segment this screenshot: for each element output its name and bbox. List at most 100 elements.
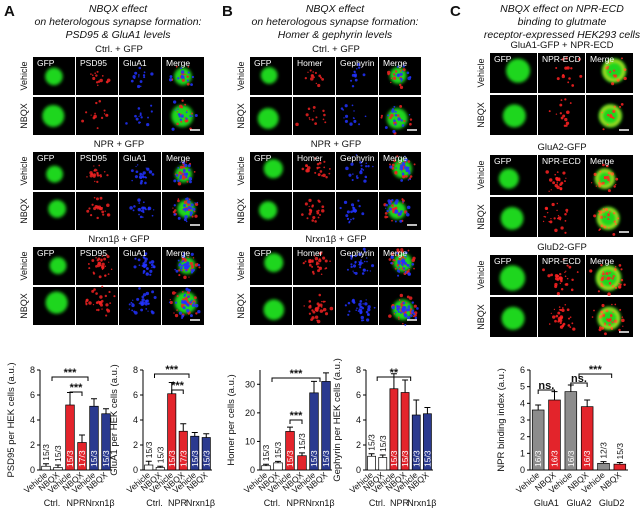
puncta bbox=[402, 301, 406, 305]
puncta bbox=[138, 287, 141, 290]
micrograph bbox=[293, 97, 335, 135]
y-tick-label: 4 bbox=[520, 398, 525, 408]
bar bbox=[273, 462, 283, 471]
y-tick-label: 0 bbox=[520, 465, 525, 475]
puncta bbox=[406, 295, 410, 299]
puncta bbox=[191, 264, 194, 267]
puncta bbox=[310, 210, 313, 212]
puncta bbox=[611, 82, 615, 86]
puncta bbox=[94, 112, 96, 115]
puncta bbox=[312, 71, 314, 73]
puncta bbox=[98, 300, 101, 303]
micrograph bbox=[119, 287, 161, 325]
n-label: 15/3 bbox=[389, 450, 399, 467]
puncta bbox=[359, 300, 363, 303]
row-label: Vehicle bbox=[19, 251, 29, 280]
puncta bbox=[363, 179, 367, 183]
puncta bbox=[180, 269, 183, 272]
puncta bbox=[190, 299, 193, 302]
puncta bbox=[328, 172, 331, 175]
y-tick-label: 1 bbox=[520, 448, 525, 458]
puncta bbox=[601, 326, 605, 330]
puncta bbox=[104, 210, 106, 212]
puncta bbox=[411, 301, 415, 304]
puncta bbox=[601, 313, 606, 317]
puncta bbox=[100, 176, 102, 178]
puncta bbox=[108, 290, 111, 294]
puncta bbox=[591, 316, 594, 318]
puncta bbox=[408, 114, 411, 116]
puncta bbox=[106, 255, 110, 259]
puncta bbox=[409, 266, 411, 269]
puncta bbox=[91, 289, 95, 293]
puncta bbox=[182, 306, 186, 310]
puncta bbox=[557, 311, 561, 315]
puncta bbox=[398, 83, 402, 87]
puncta bbox=[178, 115, 181, 118]
panel-title: receptor-expressed HEK293 cells bbox=[484, 29, 640, 41]
puncta bbox=[556, 202, 559, 205]
puncta bbox=[404, 257, 406, 260]
puncta bbox=[399, 293, 404, 298]
puncta bbox=[394, 110, 397, 113]
puncta bbox=[612, 109, 616, 113]
puncta bbox=[175, 173, 179, 177]
column-label: GFP bbox=[37, 153, 55, 163]
puncta bbox=[187, 200, 191, 204]
puncta bbox=[391, 163, 395, 167]
n-label: 15/3 bbox=[297, 433, 307, 450]
puncta bbox=[357, 310, 360, 312]
puncta bbox=[146, 272, 149, 275]
puncta bbox=[347, 301, 351, 305]
column-label: NPR-ECD bbox=[542, 156, 581, 166]
n-label: 15/3 bbox=[367, 434, 377, 451]
puncta bbox=[181, 99, 184, 102]
y-axis-label: Homer per cells (a.u.) bbox=[226, 374, 237, 465]
puncta bbox=[570, 67, 573, 70]
puncta bbox=[316, 302, 320, 306]
puncta bbox=[188, 276, 190, 278]
puncta bbox=[599, 326, 602, 329]
puncta bbox=[105, 303, 109, 307]
puncta bbox=[560, 226, 564, 230]
puncta bbox=[621, 318, 625, 323]
puncta bbox=[618, 328, 621, 332]
sig-label: *** bbox=[290, 368, 304, 380]
row-label: Vehicle bbox=[476, 160, 486, 189]
sig-label: *** bbox=[70, 382, 84, 394]
puncta bbox=[194, 113, 198, 117]
puncta bbox=[321, 205, 325, 209]
puncta bbox=[387, 114, 390, 117]
puncta bbox=[311, 265, 314, 268]
micrograph bbox=[119, 57, 161, 95]
puncta bbox=[197, 263, 199, 265]
puncta bbox=[360, 167, 363, 171]
puncta bbox=[559, 282, 562, 285]
puncta bbox=[564, 304, 567, 306]
puncta bbox=[571, 322, 574, 325]
puncta bbox=[554, 173, 557, 176]
puncta bbox=[607, 189, 611, 193]
puncta bbox=[553, 217, 556, 220]
puncta bbox=[391, 109, 395, 113]
puncta bbox=[311, 219, 315, 222]
error-bar bbox=[311, 380, 317, 393]
puncta bbox=[562, 258, 565, 261]
puncta bbox=[139, 181, 143, 185]
y-tick-label: 2 bbox=[520, 432, 525, 442]
puncta bbox=[411, 262, 415, 266]
puncta bbox=[557, 320, 560, 323]
y-tick-label: 2 bbox=[30, 440, 35, 450]
puncta bbox=[151, 311, 155, 315]
puncta bbox=[130, 79, 134, 83]
puncta bbox=[318, 258, 322, 263]
puncta bbox=[386, 209, 389, 213]
puncta bbox=[93, 168, 97, 172]
column-label: Merge bbox=[166, 58, 190, 68]
puncta bbox=[307, 166, 311, 170]
puncta bbox=[401, 124, 405, 127]
puncta bbox=[100, 258, 103, 261]
puncta bbox=[325, 267, 328, 270]
puncta bbox=[621, 316, 624, 318]
micrograph bbox=[336, 57, 378, 95]
